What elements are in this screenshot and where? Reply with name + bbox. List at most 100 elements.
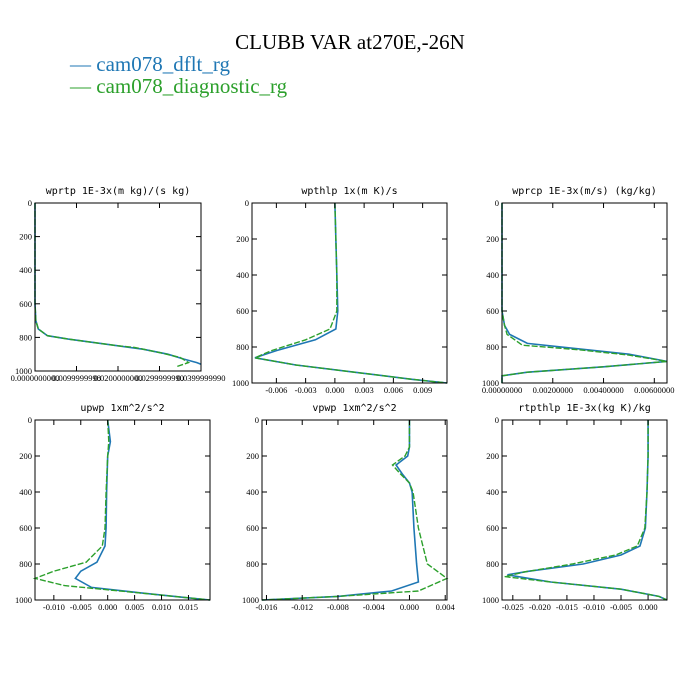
series-line-dflt [254, 202, 448, 384]
panel-6: rtpthlp 1E-3x(kg K)/kg02004006008001000-… [482, 403, 668, 612]
legend-line-diagnostic: — [70, 74, 97, 98]
x-tick-label: -0.025 [502, 602, 524, 612]
x-tick-label: -0.005 [70, 602, 92, 612]
legend-label-dflt: cam078_dflt_rg [96, 52, 231, 76]
x-tick-label: 0.000 [325, 385, 344, 395]
x-tick-label: 0.000 [400, 602, 419, 612]
x-tick-label: -0.016 [255, 602, 277, 612]
x-tick-label: 0.004 [436, 602, 456, 612]
x-tick-label: -0.015 [556, 602, 578, 612]
y-tick-label: 800 [19, 559, 32, 569]
legend-label-diagnostic: cam078_diagnostic_rg [96, 74, 288, 98]
series-line-diagnostic [504, 420, 668, 601]
x-tick-label: -0.005 [610, 602, 632, 612]
x-tick-label: -0.020 [529, 602, 551, 612]
panel-title: wpthlp 1x(m K)/s [301, 186, 397, 197]
x-tick-label: 0.010 [152, 602, 171, 612]
y-tick-label: 200 [19, 451, 32, 461]
x-tick-label: 0.00200000 [533, 385, 573, 395]
y-tick-label: 600 [236, 306, 249, 316]
x-tick-label: -0.010 [43, 602, 65, 612]
x-tick-label: 0.0000000000 [11, 373, 60, 383]
x-tick-label: 0.015 [179, 602, 198, 612]
x-tick-label: -0.012 [291, 602, 313, 612]
y-tick-label: 0 [495, 415, 499, 425]
y-tick-label: 400 [486, 270, 499, 280]
series-line-diagnostic [34, 203, 191, 368]
y-tick-label: 600 [19, 299, 32, 309]
figure-title: CLUBB VAR at270E,-26N [235, 30, 465, 54]
legend-line-dflt: — [70, 52, 97, 76]
y-tick-label: 200 [236, 234, 249, 244]
y-tick-label: 0 [245, 198, 249, 208]
series-line-diagnostic [261, 420, 449, 601]
panel-title: wprtp 1E-3x(m kg)/(s kg) [46, 186, 191, 197]
series-line-dflt [507, 420, 668, 601]
y-tick-label: 400 [19, 487, 32, 497]
y-tick-label: 800 [486, 342, 499, 352]
y-tick-label: 800 [236, 342, 249, 352]
y-tick-label: 400 [486, 487, 499, 497]
y-tick-label: 600 [19, 523, 32, 533]
y-tick-label: 800 [246, 559, 259, 569]
y-tick-label: 0 [28, 198, 32, 208]
y-tick-label: 0 [28, 415, 32, 425]
panel-title: rtpthlp 1E-3x(kg K)/kg [518, 403, 650, 414]
panel-1: wprtp 1E-3x(m kg)/(s kg) 0 200 400 600 800 100… [11, 186, 226, 383]
y-tick-label: 1000 [15, 366, 32, 376]
x-tick-label: 0.0099999998 [52, 373, 101, 383]
x-tick-label: -0.006 [265, 385, 287, 395]
plot-frame [34, 419, 211, 601]
y-tick-label: 1000 [482, 378, 499, 388]
panel-title: vpwp 1xm^2/s^2 [312, 403, 396, 414]
x-tick-label: -0.004 [363, 602, 386, 612]
series-line-dflt [34, 203, 202, 366]
y-tick-label: 600 [246, 523, 259, 533]
series-line-dflt [74, 419, 211, 601]
series-line-dflt [261, 420, 420, 601]
y-tick-label: 1000 [482, 595, 499, 605]
x-tick-label: 0.009 [413, 385, 432, 395]
x-tick-label: 0.00000000 [482, 385, 522, 395]
plot-frame [501, 419, 668, 601]
x-tick-label: 0.0200000000 [94, 373, 143, 383]
x-tick-label: 0.003 [355, 385, 374, 395]
y-tick-label: 600 [486, 523, 499, 533]
x-tick-label: 0.00400000 [583, 385, 623, 395]
y-tick-label: 1000 [15, 595, 32, 605]
y-tick-label: 800 [19, 332, 32, 342]
y-tick-label: 200 [486, 451, 499, 461]
plot-frame [261, 419, 448, 601]
panel-4: upwp 1xm^2/s^2 0 200 400 600 800 1000 -0.010 -0.… [15, 403, 211, 612]
series-line-dflt [501, 203, 668, 383]
x-tick-label: -0.008 [327, 602, 349, 612]
x-tick-label: 0.000 [98, 602, 117, 612]
plot-frame [501, 202, 668, 384]
x-tick-label: 0.0299999990 [135, 373, 184, 383]
y-tick-label: 1000 [242, 595, 259, 605]
y-tick-label: 400 [236, 270, 249, 280]
y-tick-label: 200 [19, 232, 32, 242]
panel-5: vpwp 1xm^2/s^2 0 200 400 600 800 1000-0.016 -0.… [242, 403, 456, 612]
y-tick-label: 200 [486, 234, 499, 244]
legend-entry-diagnostic: — cam078_diagnostic_rg [70, 74, 287, 99]
x-tick-label: -0.003 [295, 385, 317, 395]
x-tick-label: 0.000 [639, 602, 658, 612]
y-tick-label: 0 [255, 415, 259, 425]
x-tick-label: -0.010 [583, 602, 605, 612]
series-line-diagnostic [252, 202, 448, 384]
y-tick-label: 400 [19, 265, 32, 275]
panel-title: wprcp 1E-3x(m/s) (kg/kg) [512, 186, 657, 197]
panel-title: upwp 1xm^2/s^2 [80, 403, 164, 414]
y-tick-label: 0 [495, 198, 499, 208]
legend-entry-dflt: — cam078_dflt_rg [70, 52, 230, 77]
y-tick-label: 600 [486, 306, 499, 316]
series-line-diagnostic [32, 419, 211, 601]
x-tick-label: 0.00600000 [634, 385, 674, 395]
y-tick-label: 800 [486, 559, 499, 569]
y-tick-label: 1000 [232, 378, 249, 388]
x-tick-label: 0.005 [125, 602, 144, 612]
x-tick-label: 0.0399999990 [177, 373, 226, 383]
y-tick-label: 200 [246, 451, 259, 461]
